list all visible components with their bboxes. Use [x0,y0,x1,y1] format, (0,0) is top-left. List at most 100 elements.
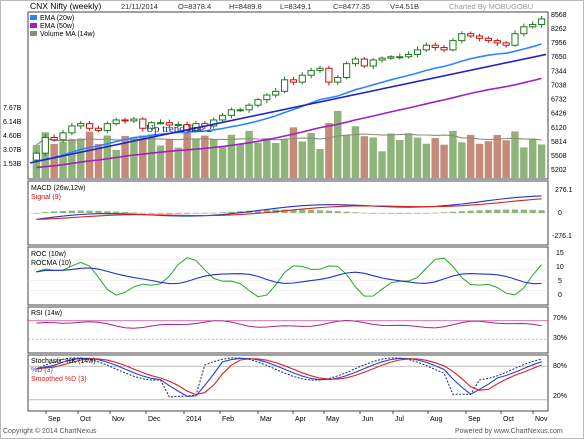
volume-bar [263,138,271,178]
powered-by-text: Powered by www.ChartNexus.com [455,428,563,435]
volume-bar [404,133,413,178]
candle-body [484,37,492,42]
macd-histogram-bar [148,213,155,214]
candle-body [440,47,448,51]
volume-bar [396,140,404,178]
x-axis-label: 2014 [186,416,202,423]
macd-histogram-bar [308,209,315,213]
price-tick: 5508 [551,153,567,160]
stochastic-panel [27,354,549,412]
price-tick: 8262 [551,26,567,33]
ohlc-date: 21/11/2014 [121,2,158,11]
candle-body [511,33,519,46]
volume-bar [342,134,351,178]
macd-histogram-bar [440,212,448,213]
x-axis-label: Apr [295,416,307,423]
volume-bar [112,149,120,178]
candle-body [502,42,510,46]
volume-bar [218,145,227,178]
x-axis: Sep Oct Nov Dec 2014 Feb Mar Apr May Jun Jul Aug Sep… [45,411,548,423]
copyright-text: Copyright © 2014 ChartNexus [3,427,97,435]
macd-tick: 0 [558,210,562,217]
macd-histogram-bar [139,212,146,214]
legend-stoch-smoothed: Smoothed %D (3) [31,376,87,383]
macd-histogram-bar [520,209,527,213]
chart-title: CNX Nifty (weekly) [30,1,101,11]
macd-histogram-bar [77,210,84,213]
macd-histogram-bar [370,213,377,214]
candle-body [218,114,227,121]
macd-tick: 276.1 [555,187,573,194]
macd-histogram-bar [68,210,75,213]
volume-axis: 7.67B 6.14B 4.60B 3.07B 1.53B [3,105,22,168]
legend-rsi: RSI (14w) [31,310,62,317]
volume-bar [334,110,342,178]
volume-bar [201,135,209,178]
macd-histogram-bar [396,213,403,214]
macd-histogram-bar [494,209,501,213]
candle-body [307,70,315,76]
volume-tick: 4.60B [3,133,22,140]
candle-body [529,23,537,28]
x-axis-label: May [326,416,340,423]
volume-bar [369,137,377,178]
volume-bar [360,136,369,178]
macd-histogram-bar [467,210,474,213]
stoch-tick: 20% [553,393,567,400]
volume-bar [387,133,395,178]
candle-body [413,49,422,55]
price-tick: 5814 [551,139,567,146]
macd-histogram-bar [59,210,67,213]
volume-tick: 3.07B [3,147,22,154]
candle-body [59,132,67,141]
roc-legend: ROC (10w) ROCMA (10) [31,251,71,267]
volume-bar [413,137,422,178]
macd-histogram-bar [352,212,359,213]
macd-line [36,195,542,220]
roc-tick: 15 [556,250,564,257]
macd-histogram-bar [166,213,173,214]
macd-histogram-bar [33,213,40,214]
volume-bar [245,130,253,178]
legend-signal: Signal (9) [31,194,61,201]
candle-body [227,109,235,116]
candle-body [236,109,244,112]
stoch-smoothed-d-line [36,358,542,396]
candle-body [458,33,466,42]
candle-body [94,127,103,132]
volume-bar [484,141,493,178]
ohlc-close: C=8477.35 [333,2,370,11]
candle-body [165,122,173,126]
volume-bar [174,147,182,178]
legend-macd: MACD (26w,12w) [31,185,85,192]
candle-body [41,136,49,154]
candle-body [334,77,342,83]
volume-bar [165,138,174,178]
volume-bar [85,131,94,178]
volume-bar [537,144,546,178]
legend-roc: ROC (10w) [31,251,66,258]
x-axis-label: Feb [222,416,234,423]
ohlc-volume: V=4.51B [390,2,419,11]
legend-stoch-k: Stochastic %K (14w) [31,358,96,365]
roc-line [36,257,542,298]
x-axis-label: Jul [395,416,404,423]
volume-tick: 7.67B [3,105,22,112]
macd-histogram-bar [263,209,270,213]
ema20-line [36,43,542,163]
macd-histogram-bar [511,209,519,213]
candle-body [68,125,76,134]
stoch-d-line [36,357,542,397]
candle-body [148,122,156,129]
x-axis-label: Sep [48,416,61,423]
volume-bar [59,141,67,178]
macd-histogram-bar [538,210,545,213]
candle-body [360,58,368,67]
candle-body [405,53,413,58]
volume-bar [298,141,307,178]
volume-bar [378,151,386,178]
legend-volume-ma: Volume MA (14w) [40,31,95,38]
candlesticks [32,15,546,162]
volume-bar [511,131,519,178]
